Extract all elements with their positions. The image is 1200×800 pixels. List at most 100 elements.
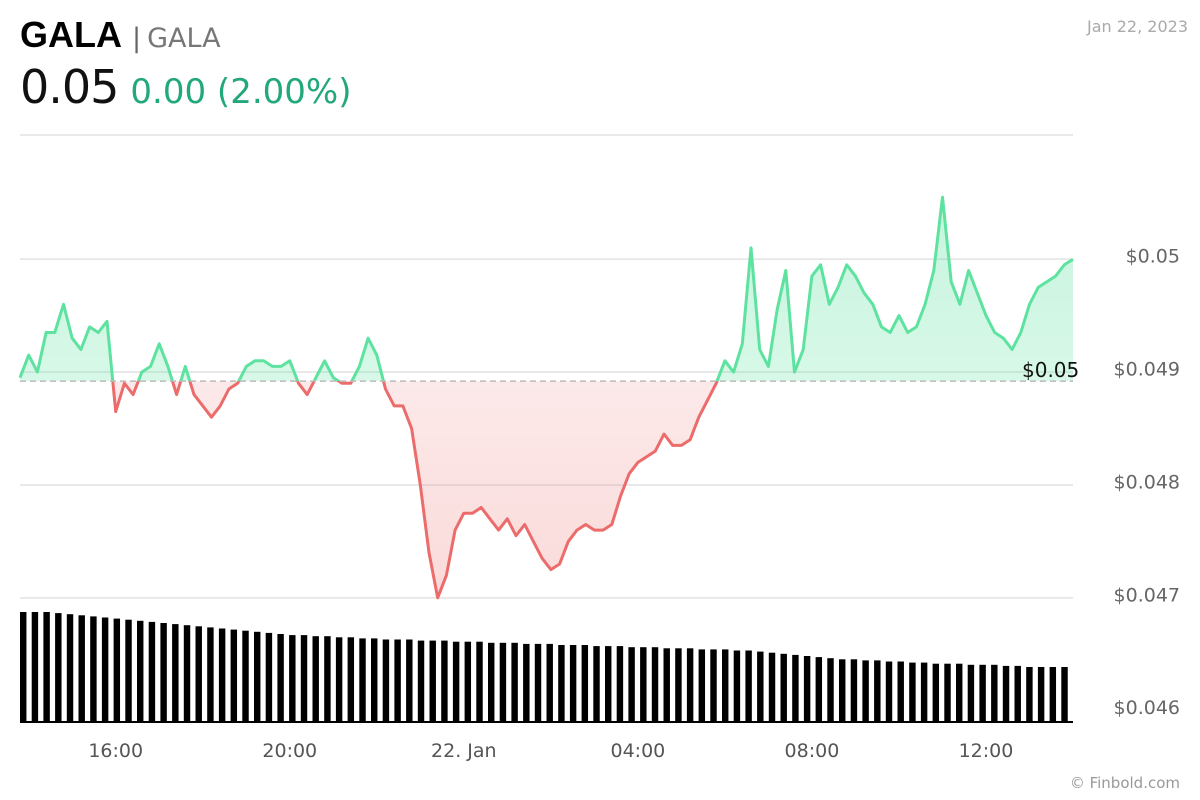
y-tick-label: $0.046 xyxy=(1114,697,1180,719)
volume-bar xyxy=(90,616,97,722)
volume-bar xyxy=(277,634,284,722)
x-tick-label: 04:00 xyxy=(610,740,665,762)
volume-bar xyxy=(991,664,998,722)
volume-bar xyxy=(31,612,39,722)
volume-bar xyxy=(651,647,659,722)
volume-bar xyxy=(710,649,717,722)
volume-bar xyxy=(20,612,27,722)
volume-bar xyxy=(488,642,495,722)
volume-bar xyxy=(663,648,670,722)
volume-bar xyxy=(452,641,460,722)
volume-bar xyxy=(78,615,85,722)
volume-bar xyxy=(686,648,694,722)
volume-bar xyxy=(172,624,179,722)
coin-name: GALA xyxy=(147,23,221,54)
volume-bar xyxy=(768,652,776,722)
volume-bar xyxy=(827,658,834,722)
volume-bar xyxy=(382,639,390,722)
grid-lines xyxy=(20,134,1073,599)
x-tick-label: 08:00 xyxy=(785,740,840,762)
volume-bar xyxy=(464,641,472,722)
volume-bar xyxy=(581,645,589,722)
volume-bar xyxy=(523,643,530,722)
volume-bar xyxy=(137,620,144,722)
volume-bar xyxy=(920,662,928,722)
coin-symbol: GALA xyxy=(20,14,122,55)
volume-bar xyxy=(347,637,355,722)
volume-bar xyxy=(43,612,50,722)
volume-bar xyxy=(932,663,940,722)
volume-bar xyxy=(125,619,132,722)
volume-bar xyxy=(546,643,553,722)
volume-bar xyxy=(417,640,425,722)
x-tick-label: 12:00 xyxy=(959,740,1014,762)
volume-bars xyxy=(20,612,1073,723)
title-row: GALA | GALA xyxy=(20,14,351,56)
y-tick-label: $0.05 xyxy=(1126,246,1180,268)
axis-labels: $0.05 $0.049 $0.048 $0.047 $0.046 16:00 20:00 2… xyxy=(88,246,1180,762)
volume-bar xyxy=(230,629,238,722)
source-credit: © Finbold.com xyxy=(1069,774,1180,792)
volume-bar xyxy=(254,631,261,722)
volume-bar xyxy=(605,646,612,722)
price-line: $0.05 xyxy=(18,195,1079,600)
volume-bar xyxy=(792,654,799,722)
volume-bar xyxy=(476,641,483,722)
volume-bar xyxy=(55,613,62,722)
volume-bar xyxy=(979,664,986,722)
volume-bar xyxy=(593,646,600,722)
volume-bar xyxy=(839,659,846,722)
title-separator: | xyxy=(132,23,142,54)
volume-bar xyxy=(616,646,624,722)
volume-bar xyxy=(1037,667,1045,722)
volume-bar xyxy=(803,656,811,722)
volume-bar xyxy=(113,618,121,722)
volume-bar xyxy=(265,632,273,722)
volume-bar xyxy=(569,645,577,722)
volume-bar xyxy=(722,649,729,722)
volume-bar xyxy=(897,661,904,722)
volume-bar xyxy=(944,663,951,722)
current-price: 0.05 xyxy=(20,60,119,114)
x-tick-label: 22. Jan xyxy=(431,740,497,762)
volume-bar xyxy=(780,653,787,722)
volume-bar xyxy=(956,663,963,722)
volume-bar xyxy=(850,659,858,722)
y-tick-label: $0.047 xyxy=(1114,584,1180,606)
volume-bar xyxy=(242,630,249,722)
volume-bar xyxy=(312,636,319,722)
volume-bar xyxy=(640,647,647,722)
volume-bar xyxy=(558,645,565,722)
price-line-up xyxy=(18,195,1074,382)
volume-bar xyxy=(441,640,448,722)
y-tick-label: $0.048 xyxy=(1114,471,1180,493)
volume-bar xyxy=(359,638,366,722)
volume-bar xyxy=(160,623,167,722)
chart-header: GALA | GALA 0.05 0.00 (2.00%) xyxy=(20,14,351,114)
price-row: 0.05 0.00 (2.00%) xyxy=(20,60,351,114)
volume-bar xyxy=(148,621,156,722)
chart-date: Jan 22, 2023 xyxy=(1087,17,1188,36)
price-change: 0.00 (2.00%) xyxy=(130,72,352,112)
volume-bar xyxy=(300,635,308,722)
volume-bar xyxy=(757,651,764,722)
price-line-down xyxy=(111,381,719,600)
area-below-baseline xyxy=(112,381,718,598)
volume-bar xyxy=(909,662,916,722)
volume-bar xyxy=(1026,667,1033,722)
volume-bar xyxy=(406,639,413,722)
x-tick-label: 16:00 xyxy=(88,740,143,762)
area-above-baseline xyxy=(20,197,1073,382)
volume-bar xyxy=(534,643,542,722)
price-area xyxy=(20,197,1073,598)
volume-bar xyxy=(1014,665,1021,722)
volume-bar xyxy=(874,660,881,722)
volume-bar xyxy=(733,650,741,722)
volume-bar xyxy=(207,627,214,722)
y-tick-label: $0.049 xyxy=(1114,359,1180,381)
volume-bar xyxy=(195,626,202,722)
volume-bar xyxy=(499,642,507,722)
volume-bar xyxy=(862,660,869,722)
volume-bar xyxy=(101,617,109,722)
